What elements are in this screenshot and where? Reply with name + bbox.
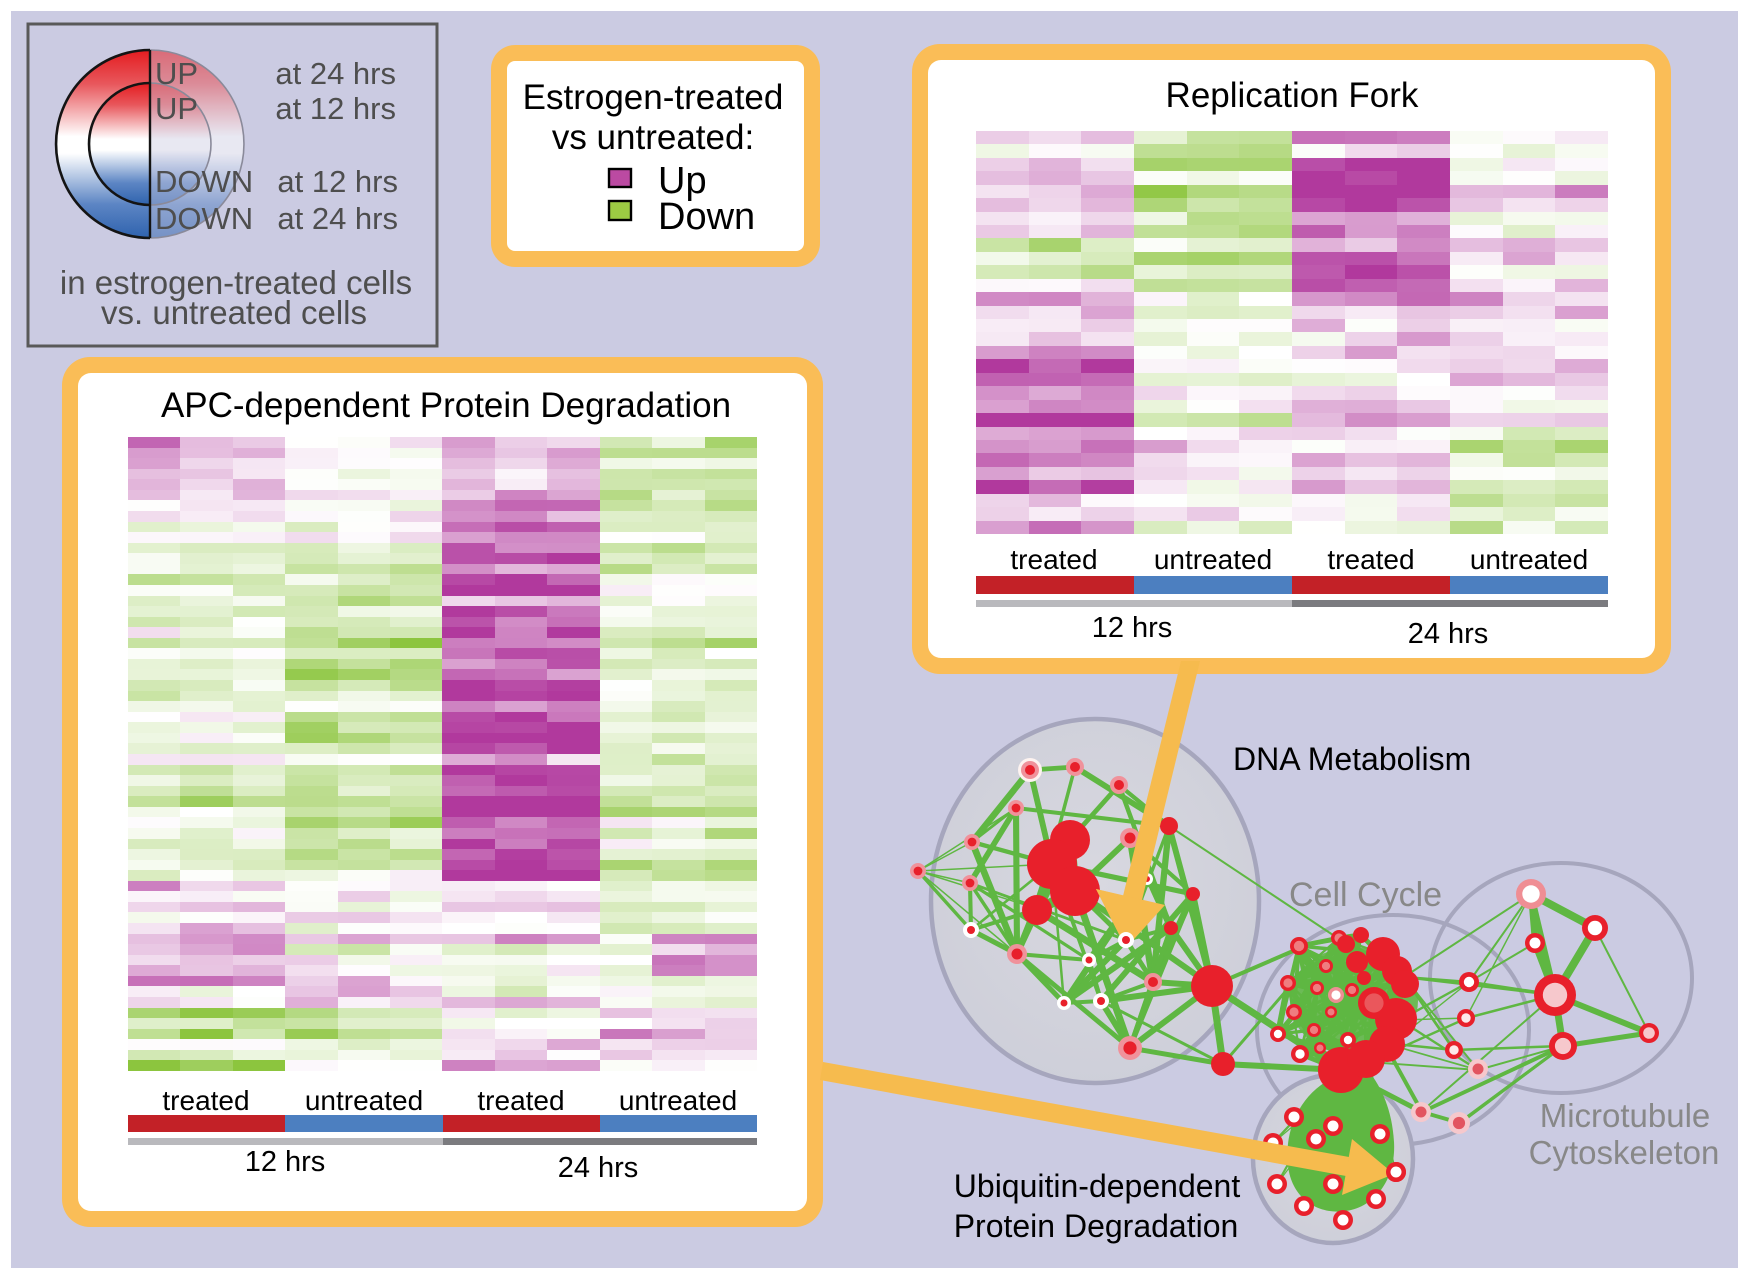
svg-text:treated: treated [162, 1085, 249, 1116]
svg-text:at 12 hrs: at 12 hrs [275, 91, 396, 126]
svg-text:Microtubule: Microtubule [1540, 1097, 1711, 1134]
svg-text:untreated: untreated [1154, 544, 1272, 575]
svg-text:24 hrs: 24 hrs [1408, 618, 1489, 650]
svg-text:UP: UP [155, 91, 198, 126]
svg-text:at 24 hrs: at 24 hrs [277, 201, 398, 236]
svg-text:APC-dependent Protein Degradat: APC-dependent Protein Degradation [161, 386, 731, 425]
svg-text:treated: treated [477, 1085, 564, 1116]
svg-text:untreated: untreated [305, 1085, 423, 1116]
svg-text:at 12 hrs: at 12 hrs [277, 164, 398, 199]
svg-text:vs untreated:: vs untreated: [552, 118, 754, 157]
svg-text:Replication Fork: Replication Fork [1166, 76, 1419, 115]
svg-text:treated: treated [1010, 544, 1097, 575]
svg-text:vs. untreated cells: vs. untreated cells [101, 294, 367, 331]
svg-text:treated: treated [1327, 544, 1414, 575]
svg-text:Up: Up [658, 160, 707, 202]
svg-text:12 hrs: 12 hrs [245, 1146, 326, 1178]
svg-text:untreated: untreated [1470, 544, 1588, 575]
svg-text:UP: UP [155, 56, 198, 91]
svg-text:Cell Cycle: Cell Cycle [1289, 876, 1442, 914]
svg-text:Down: Down [658, 196, 755, 238]
svg-text:DOWN: DOWN [155, 201, 253, 236]
svg-text:Cytoskeleton: Cytoskeleton [1529, 1134, 1720, 1171]
svg-text:Estrogen-treated: Estrogen-treated [523, 78, 784, 117]
svg-text:Ubiquitin-dependent: Ubiquitin-dependent [954, 1168, 1241, 1204]
svg-text:in estrogen-treated cells: in estrogen-treated cells [60, 264, 412, 301]
svg-text:Protein Degradation: Protein Degradation [954, 1208, 1239, 1244]
svg-text:24 hrs: 24 hrs [558, 1152, 639, 1184]
svg-text:at 24 hrs: at 24 hrs [275, 56, 396, 91]
svg-text:untreated: untreated [619, 1085, 737, 1116]
svg-text:DOWN: DOWN [155, 164, 253, 199]
svg-text:12 hrs: 12 hrs [1092, 612, 1173, 644]
svg-text:DNA Metabolism: DNA Metabolism [1233, 741, 1471, 777]
